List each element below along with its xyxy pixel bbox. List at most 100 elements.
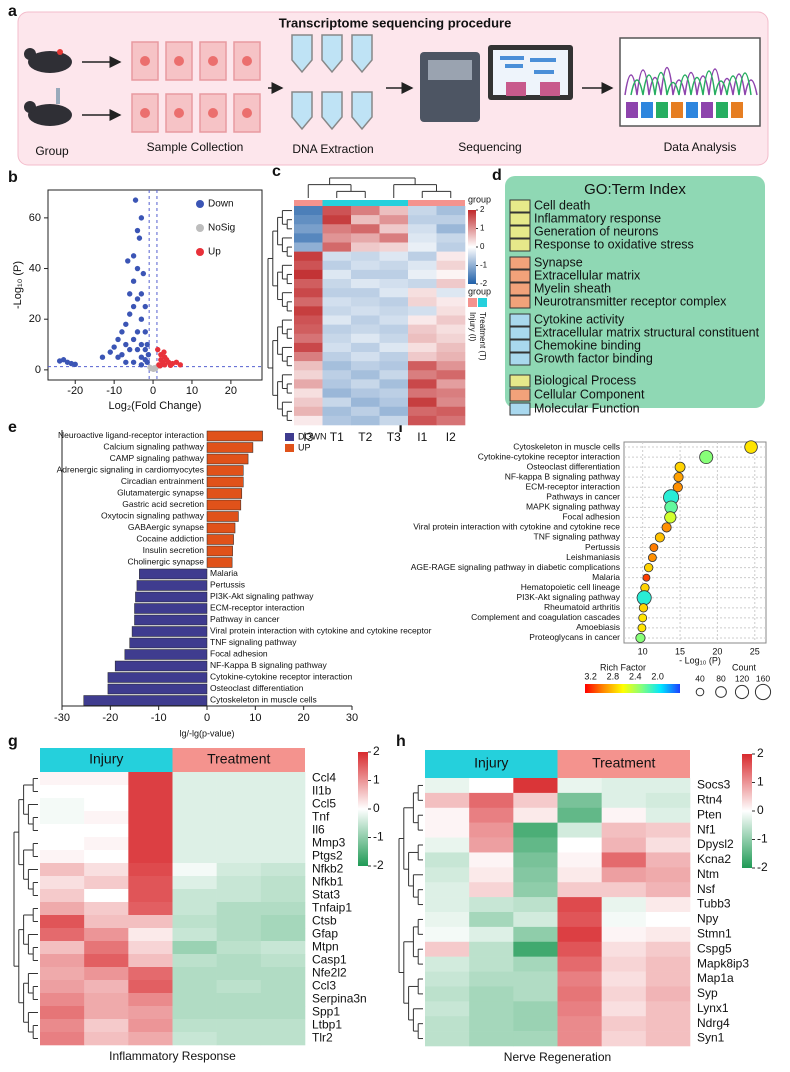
heatmap-cell	[40, 915, 85, 929]
heatmap-cell	[425, 882, 470, 898]
row-label: Rtn4	[697, 793, 723, 807]
point	[136, 235, 143, 241]
go-term: Generation of neurons	[534, 224, 658, 238]
heatmap-cell	[260, 915, 306, 929]
heatmap-cell	[408, 269, 437, 280]
step-label: Data Analysis	[664, 140, 737, 154]
column-label: T3	[387, 430, 401, 444]
heatmap-cell	[172, 902, 217, 916]
go-term: Response to oxidative stress	[534, 237, 694, 251]
category-label: PI3K-Akt signaling pathway	[517, 592, 621, 602]
heatmap-cell	[260, 811, 306, 825]
heatmap-cell	[408, 206, 437, 216]
bar	[134, 603, 208, 614]
size-legend-marker	[734, 684, 750, 700]
heatmap-cell	[557, 1031, 602, 1047]
legend-label: Cellular Component	[534, 387, 645, 401]
point	[138, 291, 145, 297]
heatmap-cell	[322, 406, 352, 417]
column-label: I3	[303, 430, 313, 444]
heatmap-cell	[216, 798, 262, 812]
heatmap-cell	[172, 837, 217, 851]
caption: Nerve Regeneration	[504, 1050, 611, 1064]
heatmap-cell	[216, 772, 262, 786]
heatmap-cell	[408, 306, 437, 316]
heatmap-cell	[601, 807, 647, 823]
heatmap-cell	[351, 388, 380, 398]
x-tick-label: -30	[54, 712, 70, 724]
heatmap-cell	[645, 971, 691, 987]
size-legend-marker	[695, 687, 705, 697]
heatmap-cell	[379, 315, 409, 325]
heatmap-cell	[322, 206, 352, 216]
group-header	[557, 750, 690, 778]
heatmap-cell	[469, 971, 514, 987]
category-label: Cytoskeleton in muscle cells	[513, 441, 620, 451]
point	[144, 359, 150, 365]
row-label: Mtpn	[312, 940, 339, 954]
point	[130, 253, 137, 259]
heatmap-cell	[469, 882, 514, 898]
heatmap-cell	[40, 1032, 85, 1046]
heatmap-cell	[557, 912, 602, 928]
category-label: Osteoclast differentiation	[527, 461, 621, 471]
procedure-title: Transcriptome sequencing procedure	[279, 15, 512, 30]
heatmap-cell	[172, 798, 217, 812]
heatmap-cell	[436, 370, 466, 380]
category-label: GABAergic synapse	[128, 522, 204, 532]
heatmap-cell	[379, 251, 409, 262]
point	[161, 349, 167, 355]
heatmap-cell	[294, 379, 323, 389]
heatmap-cell	[469, 941, 514, 957]
colorbar-label: 2.0	[651, 671, 664, 681]
heatmap-cell	[557, 837, 602, 853]
heatmap-cell	[425, 1001, 470, 1017]
category-label: Adrenergic signaling in cardiomyocytes	[57, 465, 204, 475]
heatmap-cell	[557, 897, 602, 913]
heatmap-cell	[172, 941, 217, 955]
panel-label: g	[8, 733, 18, 750]
heatmap-cell	[128, 941, 173, 955]
heatmap-cell	[128, 811, 173, 825]
colorbar-label: -1	[757, 832, 768, 846]
heatmap-cell	[557, 986, 602, 1002]
row-label: Spp1	[312, 1005, 340, 1019]
heatmap-cell	[351, 251, 380, 262]
heatmap-cell	[294, 406, 323, 417]
category-label: NF-Kappa B signaling pathway	[210, 660, 327, 670]
point	[115, 354, 121, 360]
category-label: Osteoclast differentiation	[210, 683, 304, 693]
heatmap-cell	[260, 798, 306, 812]
heatmap-cell	[294, 415, 323, 426]
step-label: DNA Extraction	[292, 142, 373, 156]
point	[130, 336, 137, 343]
heatmap-cell	[128, 837, 173, 851]
colorbar-label: 1	[480, 224, 485, 233]
heatmap-cell	[351, 269, 380, 280]
heatmap-cell	[40, 967, 85, 981]
row-label: Ccl4	[312, 771, 336, 785]
legend-label: Molecular Function	[534, 401, 640, 415]
go-term: Myelin sheath	[534, 281, 611, 295]
heatmap-cell	[436, 361, 466, 371]
heatmap-cell	[379, 324, 409, 335]
heatmap-cell	[645, 912, 691, 928]
heatmap-cell	[172, 928, 217, 942]
panel-label: b	[8, 169, 18, 186]
legend-swatch	[509, 374, 531, 388]
group-strip	[322, 200, 351, 206]
heatmap-cell	[601, 822, 647, 838]
category-label: Cocaine addiction	[136, 534, 204, 544]
heatmap-cell	[260, 954, 306, 968]
heatmap-cell	[601, 971, 647, 987]
heatmap-cell	[216, 1032, 262, 1046]
category-label: Neuroactive ligand-receptor interaction	[58, 430, 204, 440]
point	[138, 354, 145, 360]
heatmap-cell	[379, 224, 409, 234]
go-term: Synapse	[534, 255, 583, 269]
go-swatch	[509, 295, 531, 309]
heatmap-cell	[436, 306, 466, 316]
heatmap-cell	[601, 986, 647, 1002]
panel-label: d	[492, 167, 502, 184]
category-label: Rheumatoid arthritis	[544, 602, 620, 612]
